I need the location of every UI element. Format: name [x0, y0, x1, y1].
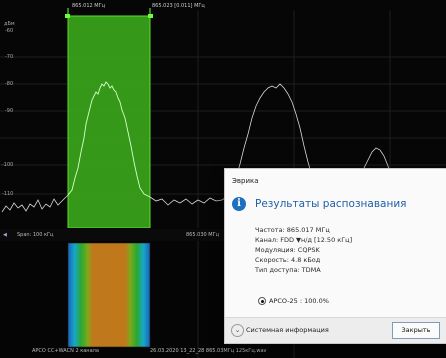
marker-right-freq: 865.023 [0.011] МГц — [152, 3, 205, 9]
y-axis-unit: дБм — [4, 21, 15, 27]
radio-selected-icon[interactable] — [258, 297, 266, 305]
info-icon: i — [232, 197, 246, 211]
channel-line: Канал: FDD ▼н/д [12.50 кГц] — [255, 236, 353, 244]
scroll-left-icon[interactable]: ◀ — [3, 232, 7, 238]
y-tick-label: -70 — [5, 54, 14, 60]
recording-info: APCO CC+WACN 2 канала — [32, 348, 99, 354]
center-frequency: 865.030 МГц — [186, 232, 220, 238]
waterfall-signal — [68, 243, 150, 347]
y-tick-label: -100 — [2, 162, 14, 168]
modulation-line: Модуляция: CQPSK — [255, 246, 320, 254]
chevron-down-icon[interactable]: ⌄ — [231, 324, 244, 337]
recognition-results-dialog: Эврика i Результаты распознавания Частот… — [224, 168, 446, 344]
marker-left-freq: 865.012 МГц — [72, 3, 106, 9]
close-button[interactable]: Закрыть — [392, 322, 440, 339]
y-tick-label: -90 — [5, 108, 14, 114]
dialog-heading: Результаты распознавания — [255, 198, 407, 210]
selection-band — [68, 16, 150, 228]
recording-file: 26.03.2020 13_22_28 865.03МГц 125кГц.wav — [150, 348, 267, 354]
system-info-toggle[interactable]: Системная информация — [246, 326, 329, 334]
span-label: Span: 100 кГц — [17, 232, 54, 238]
access-type-line: Тип доступа: TDMA — [255, 266, 321, 274]
dialog-footer: ⌄ Системная информация Закрыть — [225, 317, 446, 343]
dialog-title: Эврика — [232, 177, 259, 185]
spectrum-plot[interactable] — [0, 0, 446, 228]
speed-line: Скорость: 4.8 кБод — [255, 256, 321, 264]
spectrum-trace-signal — [67, 81, 151, 198]
result-option-apco25[interactable]: APCO-25 : 100.0% — [258, 297, 329, 305]
y-tick-label: -60 — [5, 28, 14, 34]
y-tick-label: -110 — [2, 191, 14, 197]
spectrum-trace-right — [149, 83, 445, 206]
result-option-label: APCO-25 : 100.0% — [269, 297, 329, 305]
frequency-line: Частота: 865.017 МГц — [255, 226, 330, 234]
y-tick-label: -80 — [5, 81, 14, 87]
result-details: Частота: 865.017 МГц Канал: FDD ▼н/д [12… — [255, 225, 352, 275]
spectrum-trace-left — [1, 194, 69, 213]
